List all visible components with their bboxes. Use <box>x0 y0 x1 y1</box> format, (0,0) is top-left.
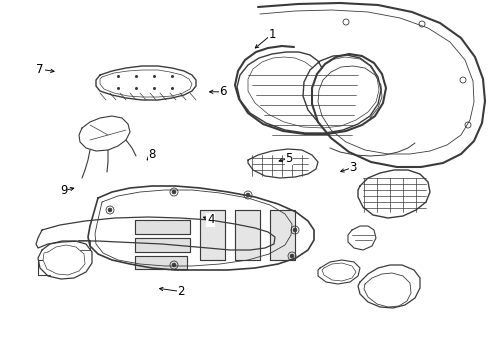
Circle shape <box>246 193 250 197</box>
Polygon shape <box>200 210 225 260</box>
Polygon shape <box>235 210 260 260</box>
Text: 5: 5 <box>285 152 293 165</box>
Circle shape <box>290 254 294 258</box>
Circle shape <box>108 208 112 212</box>
Circle shape <box>172 190 176 194</box>
Text: 3: 3 <box>349 161 357 174</box>
Text: 4: 4 <box>207 213 215 226</box>
Text: 2: 2 <box>177 285 185 298</box>
Polygon shape <box>135 220 190 234</box>
Text: 8: 8 <box>148 148 156 161</box>
Circle shape <box>172 263 176 267</box>
Text: 6: 6 <box>219 85 227 98</box>
Circle shape <box>293 228 297 232</box>
Text: 7: 7 <box>36 63 44 76</box>
Text: 9: 9 <box>60 184 68 197</box>
Polygon shape <box>270 210 295 260</box>
Polygon shape <box>135 256 187 269</box>
Polygon shape <box>135 238 190 252</box>
Text: 1: 1 <box>268 28 276 41</box>
